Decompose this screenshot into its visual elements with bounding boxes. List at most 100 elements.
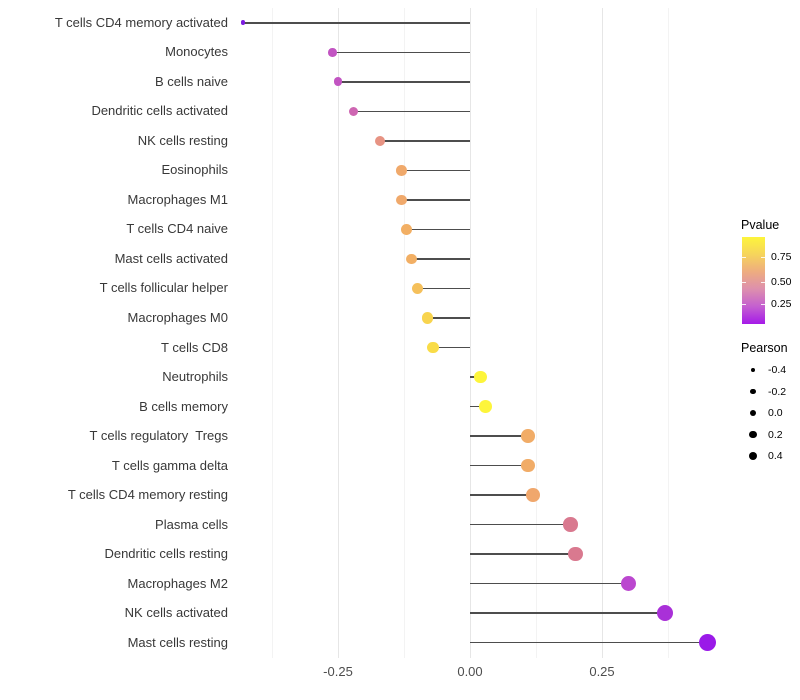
- pearson-legend-label: -0.2: [768, 385, 787, 398]
- lollipop-stem: [332, 51, 470, 54]
- pearson-legend-label: 0.4: [768, 450, 783, 462]
- y-axis-label: T cells CD4 memory resting: [67, 487, 228, 503]
- lollipop-stem: [338, 81, 470, 83]
- lollipop-dot: [620, 575, 637, 592]
- y-axis-label: Macrophages M0: [127, 310, 228, 325]
- lollipop-dot: [396, 194, 407, 206]
- pearson-legend-dot: [751, 368, 755, 372]
- pearson-legend-label: 0.0: [768, 407, 783, 419]
- y-axis-label: Mast cells resting: [127, 634, 228, 650]
- pvalue-tick-label: 0.75: [771, 251, 792, 263]
- y-axis-label: Dendritic cells resting: [104, 546, 228, 562]
- y-axis-label: B cells memory: [139, 398, 228, 414]
- pvalue-legend: Pvalue 0.75 0.50 0.25: [741, 218, 799, 330]
- lollipop-stem: [353, 110, 470, 113]
- lollipop-dot: [521, 458, 535, 473]
- pearson-legend-label: -0.4: [768, 364, 787, 376]
- gridline-major: [602, 8, 603, 658]
- y-axis-label: Mast cells activated: [114, 250, 228, 266]
- plot-panel: [238, 8, 724, 658]
- lollipop-stem: [411, 258, 470, 260]
- lollipop-dot: [563, 517, 578, 532]
- lollipop-stem: [401, 199, 470, 201]
- pearson-legend-dot: [748, 451, 758, 461]
- colorbar-tick: [742, 304, 746, 305]
- y-axis-label: Dendritic cells activated: [91, 103, 228, 119]
- lollipop-stem: [470, 464, 529, 467]
- y-axis-label: NK cells activated: [124, 605, 228, 621]
- x-tick-label: -0.25: [323, 664, 353, 679]
- gridline-minor: [404, 8, 405, 658]
- lollipop-stem: [433, 346, 470, 349]
- lollipop-stem: [417, 287, 470, 290]
- lollipop-stem: [470, 582, 629, 585]
- lollipop-stem: [401, 169, 470, 172]
- y-axis-label: Macrophages M2: [127, 575, 228, 591]
- y-axis-label: NK cells resting: [137, 132, 228, 148]
- colorbar-tick: [761, 304, 765, 305]
- x-tick-label: 0.00: [457, 664, 483, 679]
- lollipop-stem: [470, 405, 486, 408]
- lollipop-dot: [474, 370, 487, 384]
- gridline-zero: [470, 8, 471, 658]
- lollipop-dot: [333, 77, 343, 87]
- lollipop-stem: [470, 523, 571, 526]
- colorbar-tick: [761, 257, 765, 258]
- pearson-legend-dot: [749, 409, 757, 417]
- pvalue-tick-label: 0.50: [771, 276, 792, 288]
- pearson-legend-label: 0.2: [768, 428, 783, 441]
- y-axis-label: T cells follicular helper: [99, 280, 228, 296]
- pvalue-legend-title: Pvalue: [741, 218, 780, 232]
- lollipop-stem: [406, 228, 470, 231]
- colorbar-tick: [742, 257, 746, 258]
- y-axis-label: T cells CD8: [161, 339, 228, 355]
- y-axis-label: Neutrophils: [162, 369, 228, 385]
- lollipop-dot: [406, 253, 418, 265]
- lollipop-stem: [427, 317, 470, 319]
- lollipop-dot: [479, 400, 493, 413]
- lollipop-dot: [349, 106, 359, 116]
- lollipop-stem: [380, 140, 470, 142]
- gridline-minor: [668, 8, 669, 658]
- pearson-legend-dot: [749, 430, 757, 439]
- lollipop-dot: [521, 429, 535, 443]
- y-axis-label: T cells regulatory Tregs: [89, 428, 228, 444]
- lollipop-dot: [657, 605, 674, 622]
- lollipop-stem: [470, 494, 534, 496]
- pvalue-tick-label: 0.25: [771, 298, 792, 310]
- y-axis-labels: T cells CD4 memory activated Monocytes B c…: [0, 8, 228, 658]
- pearson-legend-dot: [750, 388, 756, 395]
- y-axis-label: Macrophages M1: [127, 191, 228, 207]
- lollipop-stem: [242, 22, 470, 24]
- pearson-legend-title: Pearson: [741, 341, 788, 355]
- lollipop-dot: [375, 135, 386, 146]
- lollipop-dot: [328, 48, 337, 57]
- y-axis-label: T cells CD4 naive: [126, 221, 228, 237]
- lollipop-dot: [568, 546, 583, 562]
- pearson-legend: Pearson -0.4 -0.2 0.0 0.2 0.4: [741, 341, 799, 471]
- colorbar-tick: [742, 282, 746, 283]
- lollipop-dot: [699, 634, 717, 652]
- lollipop-dot: [422, 312, 434, 324]
- lollipop-stem: [470, 641, 708, 644]
- gridline-minor: [272, 8, 273, 658]
- y-axis-label: Monocytes: [165, 44, 228, 60]
- lollipop-dot: [401, 224, 412, 235]
- y-axis-label: T cells gamma delta: [111, 457, 228, 473]
- lollipop-stem: [470, 553, 576, 555]
- y-axis-label: B cells naive: [155, 73, 228, 89]
- lollipop-dot: [240, 20, 246, 26]
- y-axis-label: Plasma cells: [155, 516, 228, 532]
- gridline-major: [338, 8, 339, 658]
- lollipop-dot: [427, 341, 439, 354]
- lollipop-dot: [526, 488, 541, 502]
- pvalue-colorbar: [742, 237, 765, 324]
- lollipop-dot: [411, 282, 423, 294]
- gridline-minor: [536, 8, 537, 658]
- lollipop-dot: [396, 165, 407, 176]
- y-axis-label: Eosinophils: [161, 162, 229, 178]
- y-axis-label: T cells CD4 memory activated: [54, 14, 228, 30]
- lollipop-stem: [470, 435, 529, 437]
- colorbar-tick: [761, 282, 765, 283]
